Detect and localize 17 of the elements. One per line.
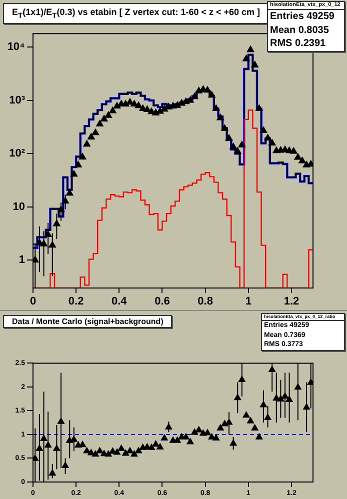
chart-title: Data / Monte Carlo (signal+background) (3, 315, 172, 328)
x-tick-label: 0.6 (154, 296, 170, 308)
y-tick-label: 10⁴ (7, 41, 25, 54)
y-tick-label: 10² (9, 148, 26, 160)
y-tick-label: 10³ (9, 94, 26, 106)
annotation: RMS 0.2391 (269, 37, 327, 51)
text: Entries 49259 (269, 10, 336, 24)
y-tick-label: 10 (12, 200, 25, 213)
x-tick-label: 1.2 (284, 296, 300, 308)
x-tick-label: 0.4 (112, 296, 128, 308)
x-tick-label: 1 (245, 296, 252, 308)
annotation: Mean 0.8035 (269, 24, 330, 38)
x-tick-label: 0.8 (198, 296, 213, 308)
y-tick-label: 1 (18, 254, 25, 266)
chart-title: E$_{T}$(1x1)/E$_{T}$(0.3) vs etabin [ Z vertex cut: 1-60 < z < +60 cm ] (3, 3, 270, 24)
x-tick-label: 0 (30, 296, 36, 308)
x-tick-label: 0.2 (68, 296, 84, 308)
